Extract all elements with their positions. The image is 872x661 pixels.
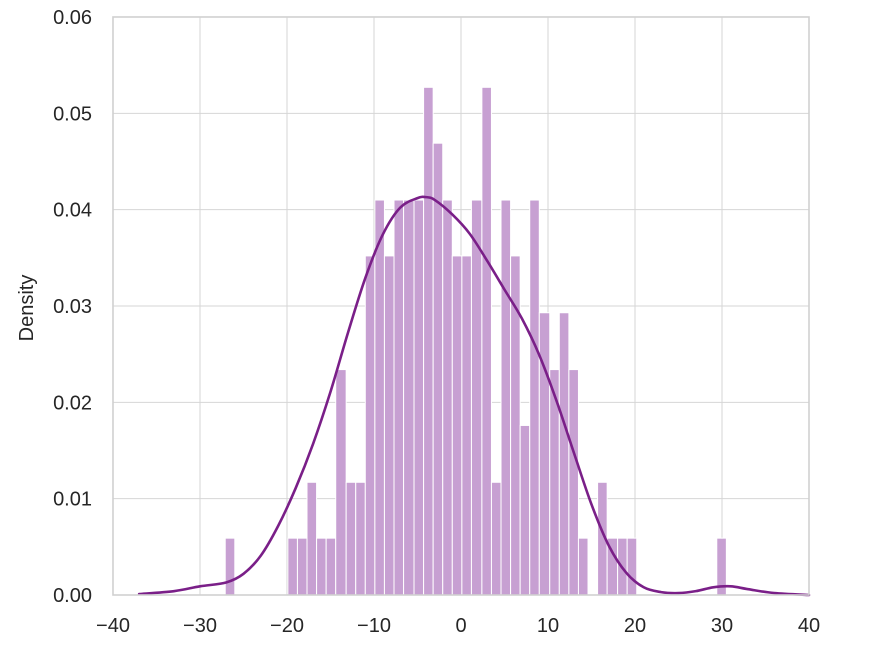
histogram-bar <box>451 255 463 596</box>
histogram-bar <box>355 481 366 596</box>
histogram-bar <box>461 255 472 596</box>
histogram-bar <box>529 199 540 596</box>
histogram-bar <box>393 199 405 596</box>
x-tick-label: 30 <box>711 615 733 637</box>
histogram-bar <box>538 312 551 596</box>
histogram-bar <box>364 255 376 596</box>
x-tick-label: −10 <box>357 615 391 637</box>
histogram-bar <box>403 199 415 596</box>
y-tick-label: 0.05 <box>53 103 92 125</box>
histogram-bar <box>558 312 570 596</box>
histogram-bar <box>335 369 347 596</box>
histogram-bars <box>224 86 727 596</box>
histogram-bar <box>287 537 298 596</box>
y-tick-label: 0.01 <box>53 489 92 511</box>
y-tick-label: 0.00 <box>53 585 92 607</box>
histogram-bar <box>490 481 502 596</box>
histogram-bar <box>481 86 492 596</box>
kde-curve <box>137 195 811 597</box>
histogram-bar <box>383 255 395 596</box>
x-tick-label: −20 <box>270 615 304 637</box>
histogram-bar <box>345 481 357 596</box>
y-axis-label: Density <box>16 275 38 342</box>
x-tick-labels: −40 −30 −20 −10 0 10 20 30 40 <box>96 615 820 637</box>
kde-curve-group <box>137 195 811 597</box>
histogram-bar <box>500 199 512 596</box>
histogram-bar <box>413 199 425 596</box>
histogram-bar <box>296 537 308 596</box>
x-tick-label: 10 <box>537 615 559 637</box>
y-tick-label: 0.04 <box>53 200 92 222</box>
histogram-bar <box>470 199 483 596</box>
y-tick-label: 0.03 <box>53 296 92 318</box>
y-tick-label: 0.02 <box>53 392 92 414</box>
histogram-bar <box>423 86 434 596</box>
x-tick-label: −30 <box>183 615 217 637</box>
histogram-bar <box>374 199 385 596</box>
x-tick-label: 0 <box>455 615 466 637</box>
x-tick-label: 40 <box>798 615 820 637</box>
histogram-bar <box>316 537 327 596</box>
histogram-bar <box>442 199 453 596</box>
histogram-bar <box>568 369 579 596</box>
histogram-bar <box>626 537 638 596</box>
histogram-bar <box>577 537 589 596</box>
histogram-bar <box>224 537 236 596</box>
y-tick-label: 0.06 <box>53 7 92 29</box>
x-tick-label: −40 <box>96 615 130 637</box>
histogram-bar <box>519 424 531 596</box>
x-tick-label: 20 <box>624 615 646 637</box>
histogram-bar <box>432 142 444 596</box>
y-tick-labels: 0.00 0.01 0.02 0.03 0.04 0.05 0.06 <box>53 7 92 607</box>
histogram-bar <box>325 537 337 596</box>
plot-frame <box>112 16 810 596</box>
histogram-bar <box>306 481 318 596</box>
